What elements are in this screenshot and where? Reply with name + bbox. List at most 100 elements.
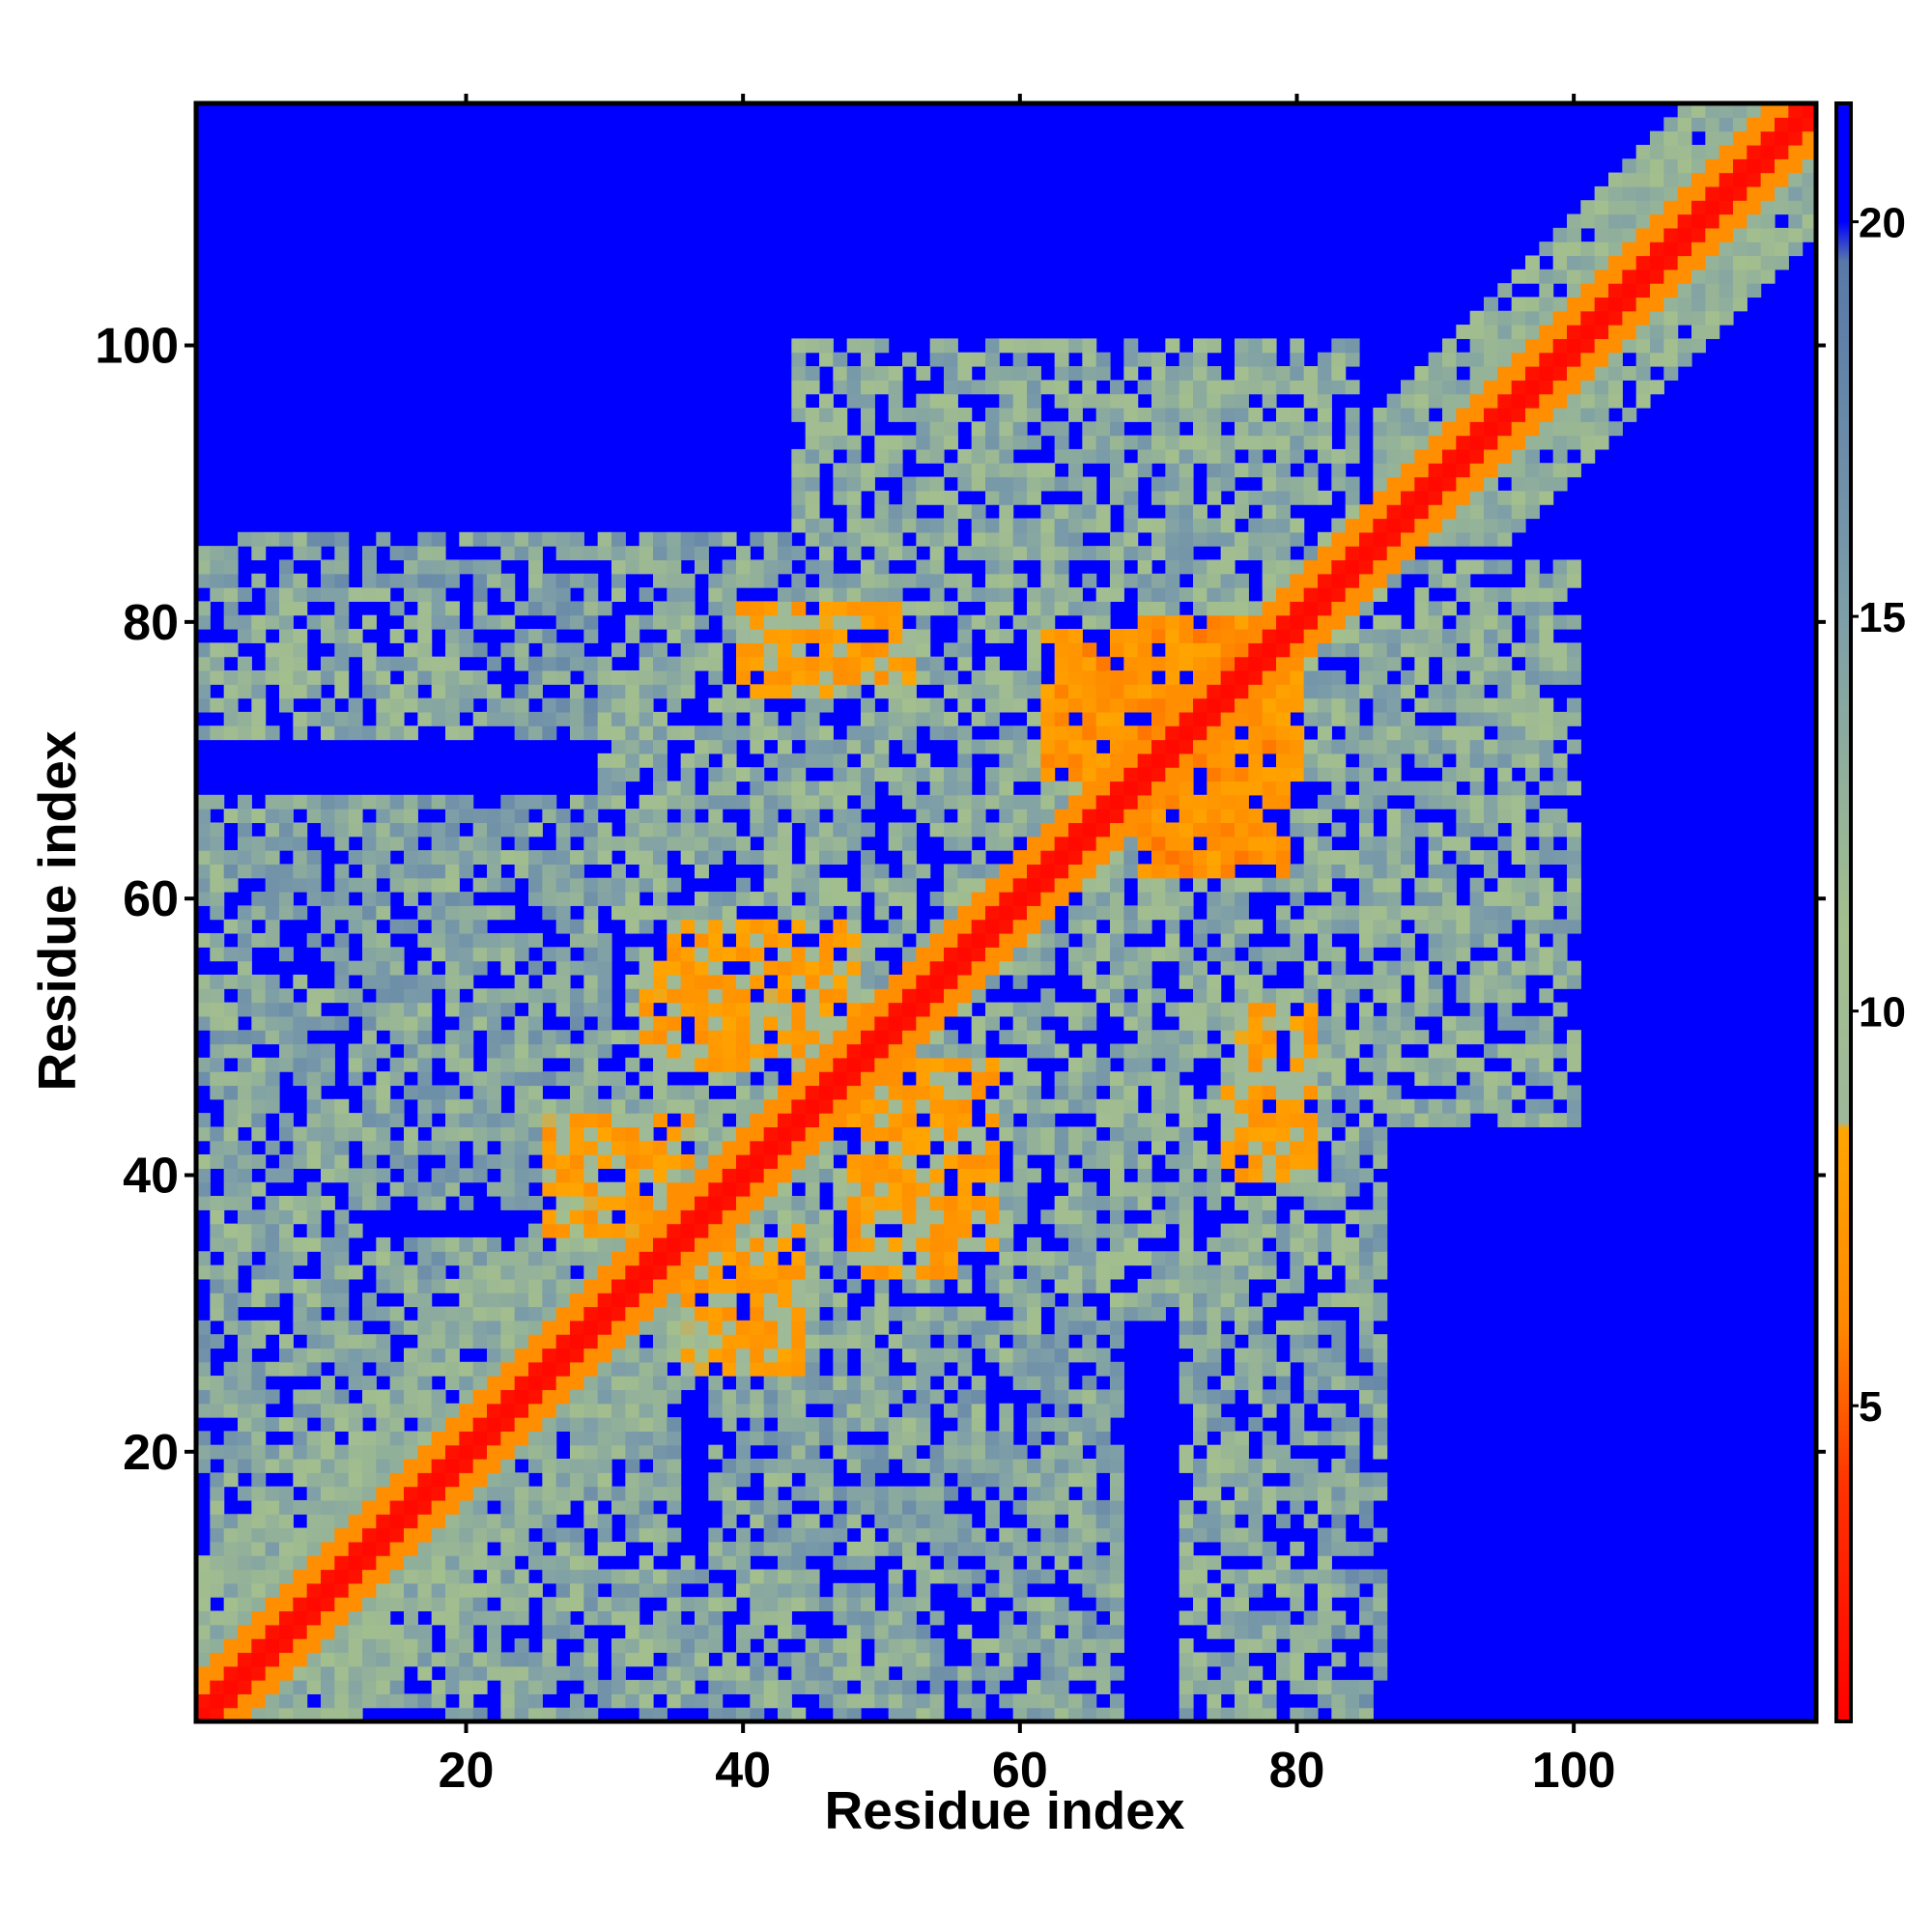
heatmap-cell [1040, 1030, 1056, 1045]
heatmap-cell [417, 629, 433, 643]
heatmap-cell [625, 892, 640, 906]
heatmap-cell [487, 684, 501, 699]
heatmap-cell [196, 725, 211, 741]
heatmap-cell [1151, 656, 1166, 671]
heatmap-cell [667, 725, 682, 741]
heatmap-cell [459, 1417, 474, 1432]
heatmap-cell [238, 1361, 252, 1377]
heatmap-cell [819, 1140, 834, 1155]
heatmap-cell [736, 932, 751, 948]
heatmap-cell [1054, 1680, 1069, 1694]
heatmap-cell [833, 1348, 848, 1363]
heatmap-cell [293, 905, 308, 921]
heatmap-cell [778, 1652, 792, 1667]
heatmap-cell [1165, 919, 1180, 934]
heatmap-cell [376, 864, 391, 879]
heatmap-cell [431, 1458, 446, 1473]
heatmap-cell [251, 1431, 267, 1446]
heatmap-cell [985, 739, 1000, 754]
heatmap-cell [667, 1665, 682, 1681]
heatmap-cell [1068, 739, 1083, 754]
heatmap-cell [778, 725, 792, 741]
heatmap-cell [334, 1693, 350, 1709]
heatmap-cell [957, 947, 973, 962]
heatmap-cell [667, 1499, 682, 1515]
heatmap-cell [861, 656, 875, 671]
heatmap-cell [763, 1320, 779, 1335]
heatmap-cell [251, 892, 267, 906]
heatmap-cell [957, 1154, 973, 1169]
heatmap-cell [293, 1431, 308, 1446]
heatmap-cell [999, 448, 1014, 464]
heatmap-cell [888, 587, 903, 602]
heatmap-cell [874, 380, 890, 395]
heatmap-cell [999, 809, 1014, 824]
heatmap-cell [389, 725, 405, 741]
heatmap-cell [514, 1444, 529, 1460]
heatmap-cell [722, 1486, 737, 1501]
heatmap-cell [293, 794, 308, 810]
heatmap-cell [238, 1057, 252, 1072]
heatmap-cell [1193, 1334, 1208, 1350]
heatmap-cell [210, 1195, 225, 1210]
heatmap-cell [736, 877, 751, 893]
heatmap-cell [1179, 393, 1194, 409]
heatmap-cell [334, 974, 350, 989]
heatmap-cell [417, 1417, 433, 1432]
heatmap-cell [846, 836, 862, 851]
heatmap-cell [597, 531, 612, 547]
heatmap-cell [389, 1057, 405, 1072]
heatmap-cell [1193, 1251, 1208, 1266]
heatmap-cell [846, 463, 862, 478]
heatmap-cell [1179, 1030, 1194, 1045]
heatmap-cell [750, 559, 765, 575]
heatmap-cell [389, 1113, 405, 1128]
heatmap-cell [778, 905, 792, 921]
heatmap-cell [1068, 1015, 1083, 1031]
heatmap-cell [306, 1541, 322, 1556]
heatmap-cell [999, 1181, 1014, 1197]
heatmap-cell [750, 1002, 765, 1017]
heatmap-cell [445, 573, 460, 588]
heatmap-cell [1151, 697, 1166, 713]
heatmap-cell [376, 1417, 391, 1432]
heatmap-cell [376, 1348, 391, 1363]
heatmap-cell [1179, 1140, 1194, 1155]
heatmap-cell [846, 393, 862, 409]
heatmap-cell [625, 1444, 640, 1460]
heatmap-cell [528, 711, 543, 726]
heatmap-cell [1095, 1514, 1111, 1529]
heatmap-cell [238, 614, 252, 630]
heatmap-cell [1040, 1113, 1056, 1128]
heatmap-cell [888, 1264, 903, 1280]
heatmap-cell [472, 1444, 488, 1460]
heatmap-cell [251, 1098, 267, 1114]
heatmap-cell [722, 781, 737, 796]
heatmap-cell [791, 629, 807, 643]
heatmap-cell [695, 1652, 709, 1667]
heatmap-cell [819, 974, 834, 989]
heatmap-cell [445, 1499, 460, 1515]
heatmap-cell [362, 1486, 377, 1501]
heatmap-cell [1082, 711, 1097, 726]
heatmap-cell [293, 1582, 308, 1598]
heatmap-cell [293, 974, 308, 989]
heatmap-cell [680, 1361, 696, 1377]
heatmap-cell [750, 1085, 765, 1100]
heatmap-cell [459, 629, 474, 643]
heatmap-cell [929, 781, 945, 796]
heatmap-cell [611, 1569, 626, 1584]
heatmap-cell [888, 629, 903, 643]
heatmap-cell [999, 421, 1014, 437]
heatmap-cell [279, 656, 294, 671]
heatmap-cell [1027, 947, 1041, 962]
heatmap-cell [888, 1680, 903, 1694]
heatmap-cell [639, 1306, 654, 1321]
heatmap-cell [1110, 1293, 1124, 1308]
heatmap-cell [500, 1057, 516, 1072]
heatmap-cell [1207, 1154, 1222, 1169]
heatmap-cell [1193, 864, 1208, 879]
heatmap-cell [1054, 1334, 1069, 1350]
heatmap-cell [791, 1015, 807, 1031]
heatmap-cell [667, 960, 682, 976]
